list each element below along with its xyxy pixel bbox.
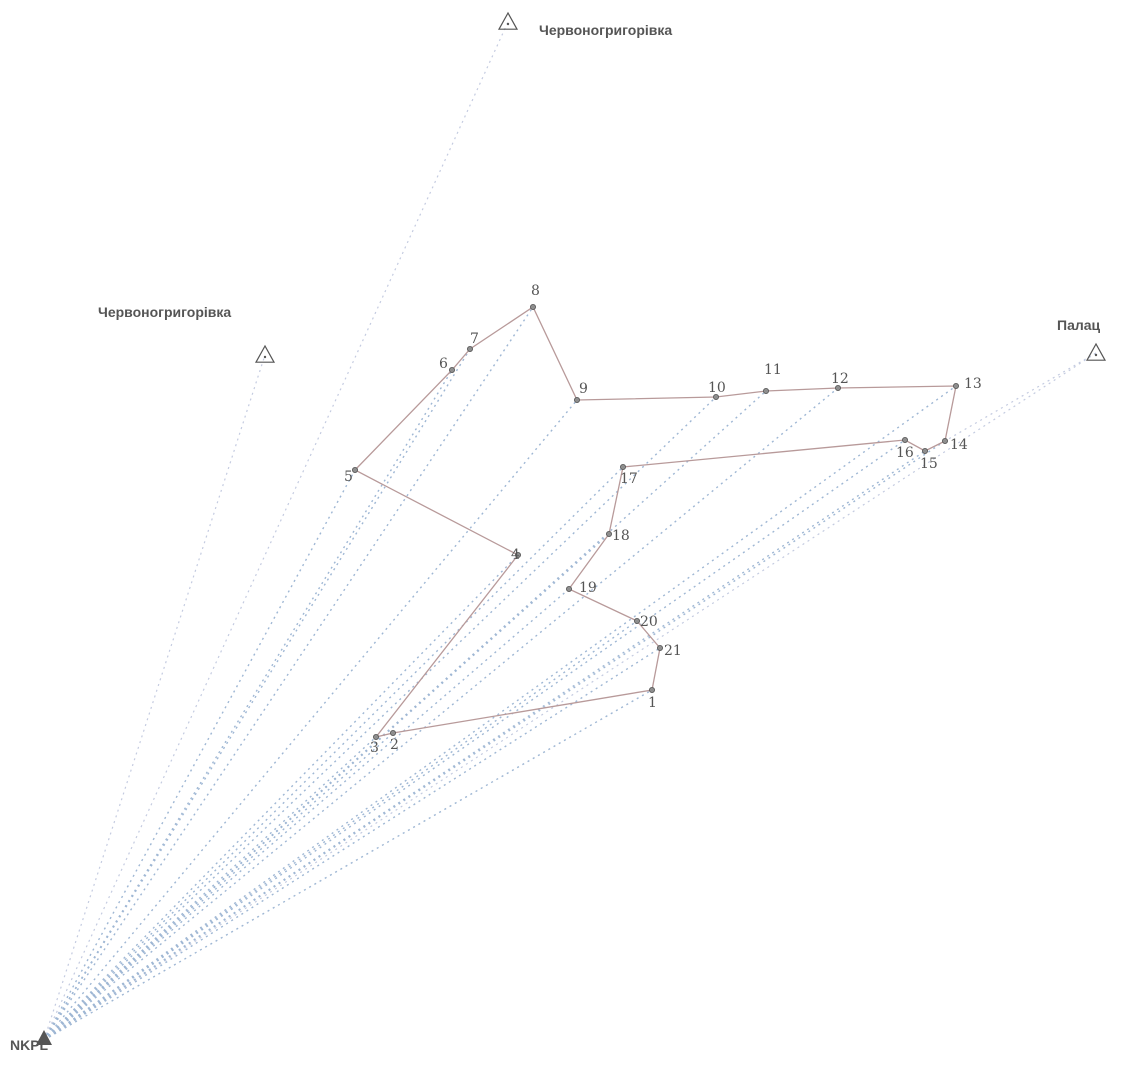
- ray-to-p15: [43, 450, 926, 1041]
- control-point-label: Червоногригорівка: [98, 304, 231, 320]
- ray-to-p6: [43, 369, 453, 1041]
- traverse-point-13: [953, 382, 960, 389]
- control-triangle-icon: [254, 344, 276, 363]
- ray-to-p17: [43, 466, 624, 1041]
- traverse-point-label: 12: [831, 371, 849, 387]
- traverse-point-17: [620, 463, 627, 470]
- ray-to-c2: [43, 354, 266, 1041]
- traverse-point-label: 11: [764, 362, 782, 378]
- ray-to-p16: [43, 439, 906, 1041]
- control-center-dot: [506, 22, 510, 26]
- ray-to-p4: [43, 554, 519, 1041]
- traverse-line: [353, 306, 957, 738]
- traverse-point-21: [657, 645, 664, 652]
- traverse-point-label: 10: [708, 380, 726, 396]
- traverse-point-label: 7: [470, 331, 479, 347]
- traverse-point-label: 14: [950, 437, 968, 453]
- traverse-point-label: 20: [640, 614, 658, 630]
- observation-rays: [43, 21, 1097, 1041]
- traverse-point-8: [530, 303, 537, 310]
- traverse-point-9: [574, 396, 581, 403]
- ray-to-p20: [43, 620, 638, 1041]
- traverse-point-label: 15: [920, 456, 938, 472]
- traverse-point-20: [634, 618, 641, 625]
- traverse-point-14: [942, 437, 949, 444]
- traverse-point-2: [389, 730, 396, 737]
- control-center-dot: [1094, 353, 1098, 357]
- control-point-label: Червоногригорівка: [539, 22, 672, 38]
- ray-to-p1: [43, 689, 653, 1041]
- control-points: Червоногригорівка Червоногригорівка Палац: [98, 11, 1107, 363]
- ray-to-p18: [43, 533, 610, 1041]
- traverse-point-label: 21: [664, 643, 682, 659]
- traverse-point-12: [835, 384, 842, 391]
- traverse-point-11: [763, 387, 770, 394]
- control-point-label: Палац: [1057, 317, 1101, 333]
- traverse-point-19: [566, 586, 573, 593]
- traverse-point-label: 17: [620, 471, 638, 487]
- traverse-point-label: 5: [344, 469, 353, 485]
- traverse-point-label: 6: [439, 356, 448, 372]
- base-station-triangle-icon: [36, 1030, 52, 1045]
- traverse-point-15: [922, 447, 929, 454]
- control-triangle-icon: [497, 11, 519, 30]
- ray-to-p12: [43, 387, 839, 1041]
- traverse-point-label: 19: [579, 580, 597, 596]
- ray-to-p13: [43, 385, 957, 1041]
- traverse-point-5: [351, 466, 358, 473]
- ray-to-p10: [43, 396, 717, 1041]
- traverse-point-label: 18: [612, 528, 630, 544]
- traverse-point-4: [515, 552, 522, 559]
- traverse-point-label: 4: [511, 547, 520, 563]
- ray-to-p9: [43, 399, 578, 1041]
- base-station-label: NKPL: [10, 1037, 49, 1053]
- ray-to-p19: [43, 588, 570, 1041]
- base-station: NKPL: [10, 1030, 52, 1053]
- ray-to-p5: [43, 469, 356, 1041]
- traverse-point-1: [649, 687, 656, 694]
- traverse-point-label: 8: [531, 283, 540, 299]
- traverse-point-10: [713, 393, 720, 400]
- traverse-point-label: 1: [648, 695, 657, 711]
- traverse-point-label: 16: [896, 445, 914, 461]
- traverse-polyline: [353, 306, 957, 738]
- control-triangle-icon: [1085, 342, 1107, 361]
- ray-to-c1: [43, 21, 509, 1041]
- traverse-point-3: [372, 734, 379, 741]
- traverse-point-label: 13: [964, 376, 982, 392]
- control-center-dot: [263, 355, 267, 359]
- ray-to-p21: [43, 647, 661, 1041]
- traverse-point-16: [902, 436, 909, 443]
- ray-to-p8: [43, 306, 534, 1041]
- traverse-point-6: [448, 366, 455, 373]
- ray-to-p7: [43, 348, 471, 1041]
- traverse-point-18: [606, 531, 613, 538]
- ray-to-c3: [43, 352, 1097, 1041]
- traverse-point-label: 2: [390, 737, 399, 753]
- traverse-point-label: 3: [370, 740, 379, 756]
- traverse-point-7: [466, 345, 473, 352]
- ray-palace-to-p14: [944, 352, 1097, 442]
- traverse-point-label: 9: [579, 381, 588, 397]
